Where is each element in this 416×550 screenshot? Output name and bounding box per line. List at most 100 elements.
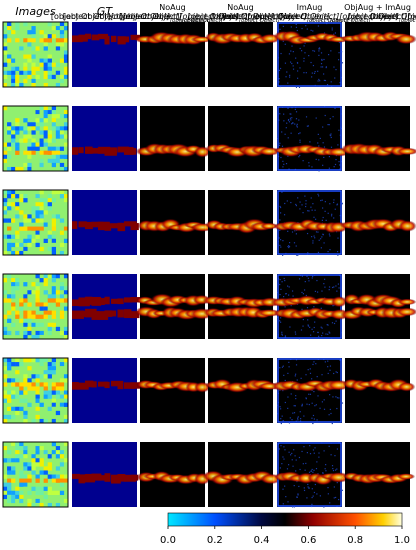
noise bbox=[281, 131, 283, 133]
noise bbox=[295, 26, 298, 28]
pixel bbox=[39, 370, 44, 375]
pixel bbox=[31, 418, 36, 424]
pixel bbox=[15, 122, 20, 127]
noise bbox=[311, 236, 313, 238]
noise bbox=[335, 69, 337, 71]
pixel bbox=[51, 290, 57, 295]
noise bbox=[292, 412, 294, 414]
pixel bbox=[3, 490, 8, 496]
pixel bbox=[3, 250, 8, 256]
pixel bbox=[55, 70, 61, 76]
pixel bbox=[31, 154, 36, 160]
pixel bbox=[3, 150, 8, 155]
noise bbox=[292, 65, 294, 67]
noise bbox=[302, 318, 304, 321]
pixel bbox=[23, 446, 28, 451]
image-panel bbox=[136, 442, 211, 507]
pixel bbox=[63, 142, 69, 147]
pixel bbox=[63, 122, 69, 127]
pixel bbox=[35, 334, 40, 340]
noise bbox=[297, 77, 299, 79]
pixel bbox=[15, 210, 20, 215]
pixel bbox=[59, 154, 65, 160]
pixel bbox=[35, 474, 40, 479]
gt-mask bbox=[130, 382, 141, 389]
pixel bbox=[31, 282, 36, 287]
loss-part: [object Object] bbox=[182, 18, 223, 24]
pixel bbox=[15, 214, 20, 219]
noise bbox=[321, 374, 323, 376]
noise bbox=[292, 122, 294, 124]
noise bbox=[288, 245, 290, 247]
noise bbox=[316, 493, 318, 495]
pixel bbox=[19, 442, 24, 447]
pixel bbox=[35, 210, 40, 215]
image-panel bbox=[2, 189, 69, 256]
pixel bbox=[23, 62, 28, 67]
noise bbox=[282, 240, 284, 242]
pixel bbox=[27, 62, 32, 67]
pixel bbox=[51, 22, 57, 27]
pixel bbox=[23, 294, 28, 299]
noise bbox=[289, 74, 291, 76]
pixel bbox=[11, 458, 16, 463]
pred-bg bbox=[208, 274, 273, 339]
noise bbox=[320, 247, 322, 249]
pixel bbox=[11, 378, 16, 383]
pixel bbox=[39, 278, 44, 283]
noise bbox=[305, 398, 307, 400]
noise bbox=[312, 64, 315, 67]
pixel bbox=[35, 46, 40, 51]
noise bbox=[279, 67, 282, 70]
pixel bbox=[27, 218, 32, 223]
pixel bbox=[47, 74, 52, 80]
pixel bbox=[19, 166, 24, 172]
noise bbox=[295, 333, 297, 335]
pixel bbox=[27, 358, 32, 363]
noise bbox=[311, 166, 313, 168]
pixel bbox=[23, 378, 28, 383]
loss-part: [object Object] bbox=[239, 18, 280, 24]
pixel bbox=[23, 498, 28, 504]
gt-mask bbox=[111, 148, 118, 154]
pixel bbox=[3, 406, 8, 412]
pixel bbox=[47, 134, 52, 139]
pixel bbox=[43, 134, 48, 139]
noise bbox=[318, 239, 320, 241]
pixel bbox=[63, 230, 69, 235]
pixel bbox=[27, 402, 32, 407]
noise bbox=[283, 458, 285, 460]
pixel bbox=[55, 282, 61, 287]
image-panel bbox=[274, 22, 351, 88]
heat bbox=[331, 296, 348, 308]
noise bbox=[280, 321, 282, 323]
pixel bbox=[47, 466, 52, 471]
pixel bbox=[51, 146, 57, 151]
noise bbox=[334, 455, 336, 457]
gt-mask bbox=[124, 221, 137, 227]
pixel bbox=[3, 278, 8, 283]
noise bbox=[278, 237, 280, 239]
noise bbox=[287, 245, 289, 248]
pixel bbox=[63, 498, 69, 504]
pixel bbox=[3, 206, 8, 211]
pixel bbox=[39, 214, 44, 219]
pixel bbox=[59, 290, 65, 295]
gt-mask bbox=[85, 33, 91, 40]
pixel bbox=[27, 378, 32, 383]
noise bbox=[308, 162, 310, 164]
pixel bbox=[59, 42, 65, 47]
noise bbox=[337, 59, 340, 61]
pixel bbox=[3, 446, 8, 451]
pixel bbox=[19, 70, 24, 76]
noise bbox=[318, 78, 320, 81]
pixel bbox=[7, 146, 12, 151]
pixel bbox=[43, 394, 48, 399]
pixel bbox=[51, 322, 57, 328]
pixel bbox=[47, 474, 52, 479]
noise bbox=[293, 449, 295, 451]
noise bbox=[294, 108, 296, 111]
pixel bbox=[43, 382, 48, 387]
pixel bbox=[15, 74, 20, 80]
pixel bbox=[19, 222, 24, 227]
